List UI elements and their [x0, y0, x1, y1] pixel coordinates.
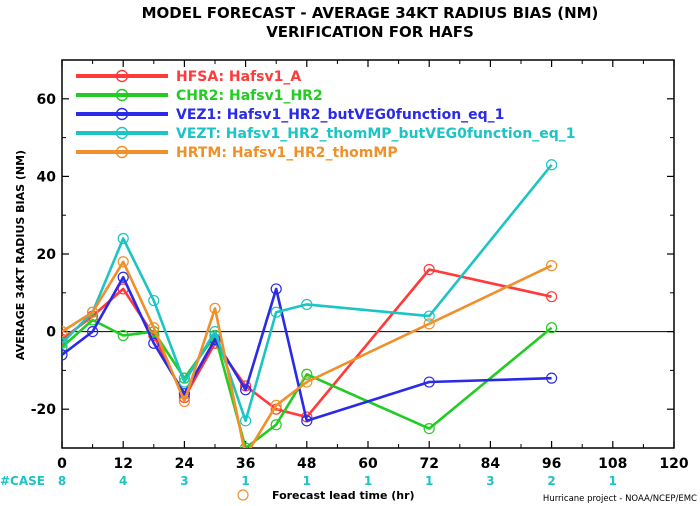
case-count-label: 1: [425, 474, 433, 488]
data-point: [545, 322, 558, 334]
data-point: [301, 415, 313, 427]
data-point: [270, 419, 282, 431]
data-point: [117, 232, 129, 245]
data-point: [240, 384, 252, 396]
data-point: [62, 326, 68, 338]
x-tick-label: 84: [481, 456, 501, 472]
case-count-label: 3: [486, 474, 494, 488]
data-point: [270, 306, 282, 318]
data-point: [270, 399, 282, 411]
data-point: [301, 376, 313, 388]
data-point: [148, 294, 160, 307]
data-point: [423, 263, 435, 276]
x-tick-label: 0: [57, 456, 67, 472]
case-count-label: 1: [303, 474, 311, 488]
legend-entry-label: CHR2: Hafsv1_HR2: [176, 88, 323, 104]
data-point: [117, 329, 129, 342]
y-tick-label: 20: [37, 247, 57, 263]
y-tick-label: 60: [37, 92, 57, 108]
legend-swatch-marker: [115, 145, 129, 159]
y-tick-label: 0: [46, 325, 56, 341]
data-point: [545, 260, 558, 272]
data-point: [178, 395, 190, 408]
x-tick-label: 60: [358, 456, 378, 472]
y-tick-label: -20: [31, 402, 57, 418]
legend-swatch-marker: [115, 69, 129, 83]
legend-swatch-marker: [115, 107, 129, 121]
data-point: [62, 341, 68, 353]
x-tick-label: 72: [419, 456, 438, 472]
data-point: [86, 326, 99, 338]
case-count-label: 3: [180, 474, 188, 488]
x-tick-label: 12: [113, 456, 132, 472]
data-point: [423, 310, 435, 322]
chart-subtitle: VERIFICATION FOR HAFS: [266, 23, 474, 41]
data-point: [423, 423, 435, 435]
x-tick-label: 120: [659, 456, 688, 472]
legend-entry-label: VEZ1: Hafsv1_HR2_butVEG0function_eq_1: [176, 107, 504, 123]
case-count-label: 4: [119, 474, 127, 488]
series-line-3: [62, 275, 552, 423]
x-tick-label: 48: [297, 456, 316, 472]
data-point: [423, 318, 435, 330]
case-label: #CASE: [0, 474, 45, 488]
legend-swatch-marker: [115, 88, 129, 102]
data-point: [86, 314, 99, 326]
data-point: [545, 159, 558, 171]
data-point: [240, 415, 252, 427]
y-tick-label: 40: [37, 169, 57, 185]
x-tick-label: 24: [175, 456, 195, 472]
case-count-label: 2: [547, 474, 555, 488]
data-point: [62, 349, 68, 361]
data-point: [423, 376, 435, 388]
x-tick-label: 96: [542, 456, 561, 472]
legend-entry-label: VEZT: Hafsv1_HR2_thomMP_butVEG0function_…: [176, 126, 576, 142]
x-tick-label: 108: [598, 456, 627, 472]
case-count-label: 1: [241, 474, 249, 488]
series-line-2: [62, 318, 553, 448]
data-point: [62, 337, 68, 349]
chart-title: MODEL FORECAST - AVERAGE 34KT RADIUS BIA…: [142, 4, 599, 22]
data-point: [240, 442, 252, 448]
legend-entry-label: HRTM: Hafsv1_HR2_thomMP: [176, 145, 398, 161]
series-group: [62, 159, 558, 448]
data-point: [86, 306, 99, 318]
data-point: [270, 283, 282, 295]
case-count-label: 1: [364, 474, 372, 488]
series-line-5: [62, 260, 553, 448]
case-count-label: 8: [58, 474, 66, 488]
data-point: [301, 368, 313, 380]
data-point: [117, 271, 129, 283]
credit-text: Hurricane project - NOAA/NCEP/EMC: [543, 494, 697, 504]
data-point: [545, 372, 558, 384]
data-point: [148, 337, 160, 349]
series-line-1: [62, 268, 552, 419]
data-point: [545, 291, 558, 303]
series-line-4: [62, 163, 553, 423]
case-count-label: 1: [609, 474, 617, 488]
data-point: [301, 298, 313, 311]
legend-entry-label: HFSA: Hafsv1_A: [176, 69, 301, 85]
x-axis-label-marker: [237, 489, 249, 501]
x-axis-label: Forecast lead time (hr): [272, 489, 415, 502]
data-point: [117, 256, 129, 268]
legend-swatch-marker: [115, 126, 129, 140]
data-point: [209, 302, 221, 314]
data-point: [148, 322, 160, 334]
y-axis-label: AVERAGE 34KT RADIUS BIAS (NM): [14, 150, 27, 360]
x-tick-label: 36: [236, 456, 255, 472]
